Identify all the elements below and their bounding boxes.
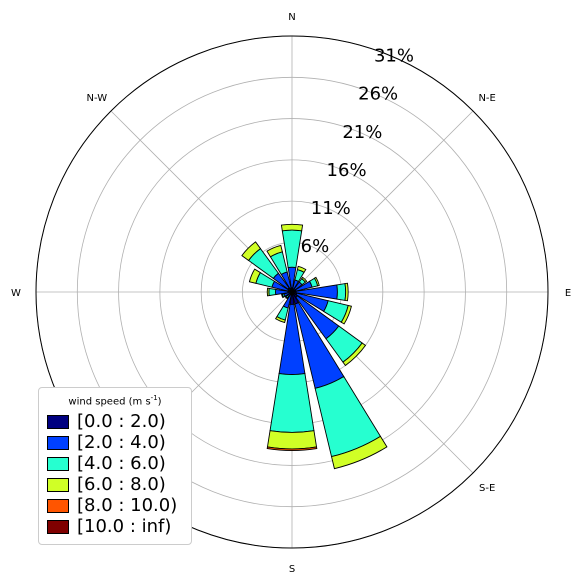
- bar-N-W-bin-3: [241, 241, 262, 262]
- bar-ENE-bin-3: [313, 276, 320, 287]
- grid-spoke-1: [291, 110, 474, 293]
- polar-frame: [35, 35, 549, 549]
- legend-item-1: [2.0 : 4.0): [47, 432, 183, 453]
- legend-title: wind speed (m s-1): [68, 394, 162, 408]
- legend-swatch-2: [47, 456, 69, 471]
- bar-S-bin-2: [269, 373, 315, 433]
- bar-N-bin-3: [280, 223, 304, 232]
- bar-SSE-bin-3: [330, 435, 388, 470]
- bar-E-bin-3: [344, 282, 349, 302]
- bar-NNE-bin-3: [296, 265, 307, 273]
- frame-layer: [35, 35, 549, 549]
- legend-swatch-1: [47, 435, 69, 450]
- bar-S-bin-3: [266, 430, 318, 450]
- direction-label-W: W: [11, 288, 21, 299]
- ring-label-3: 21%: [342, 122, 382, 143]
- direction-label-S: S: [289, 564, 295, 575]
- bar-S-E-bin-3: [342, 342, 367, 367]
- legend-swatch-3: [47, 477, 69, 492]
- direction-label-N-W: N-W: [87, 93, 108, 104]
- bar-WSW-bin-3: [281, 293, 285, 299]
- ring-label-1: 11%: [311, 198, 351, 219]
- legend-item-2: [4.0 : 6.0): [47, 453, 183, 474]
- legend-swatch-4: [47, 498, 69, 513]
- bars-layer: [241, 223, 388, 470]
- ring-label-4: 26%: [358, 84, 398, 105]
- legend-swatch-5: [47, 519, 69, 534]
- legend-label-3: [6.0 : 8.0): [77, 474, 166, 496]
- legend-label-4: [8.0 : 10.0): [77, 495, 178, 517]
- label-layer: NN-EES-ESS-WWN-W6%11%16%21%26%31%: [11, 12, 571, 575]
- bar-ESE-bin-3: [340, 304, 352, 325]
- ring-label-2: 16%: [327, 160, 367, 181]
- legend-items: [0.0 : 2.0) [2.0 : 4.0) [4.0 : 6.0) [6.0 : …: [47, 411, 183, 537]
- ring-label-5: 31%: [374, 45, 414, 66]
- bar-E-bin-2: [336, 283, 347, 301]
- legend-label-1: [2.0 : 4.0): [77, 432, 166, 454]
- bar-W-bin-2: [268, 287, 277, 297]
- direction-label-S-E: S-E: [479, 483, 495, 494]
- bar-WNW-bin-3: [248, 268, 261, 284]
- direction-label-N: N: [288, 12, 295, 23]
- bar-NNW-bin-3: [266, 244, 283, 258]
- legend-swatch-0: [47, 414, 69, 429]
- legend-item-0: [0.0 : 2.0): [47, 411, 183, 432]
- legend-label-5: [10.0 : inf): [77, 516, 172, 538]
- legend-label-0: [0.0 : 2.0): [77, 411, 166, 433]
- legend-item-4: [8.0 : 10.0): [47, 495, 183, 516]
- bar-N-E-bin-3: [301, 276, 308, 283]
- legend: wind speed (m s-1) [0.0 : 2.0) [2.0 : 4.0…: [38, 387, 192, 545]
- legend-label-2: [4.0 : 6.0): [77, 453, 166, 475]
- bar-S-bin-4: [266, 446, 318, 451]
- legend-item-3: [6.0 : 8.0): [47, 474, 183, 495]
- bar-SSW-bin-3: [274, 316, 286, 324]
- bar-S-W-bin-3: [284, 295, 289, 300]
- ring-label-0: 6%: [301, 236, 330, 257]
- bar-W-bin-3: [266, 287, 270, 297]
- direction-label-E: E: [565, 288, 571, 299]
- direction-label-N-E: N-E: [478, 93, 495, 104]
- legend-item-5: [10.0 : inf): [47, 516, 183, 537]
